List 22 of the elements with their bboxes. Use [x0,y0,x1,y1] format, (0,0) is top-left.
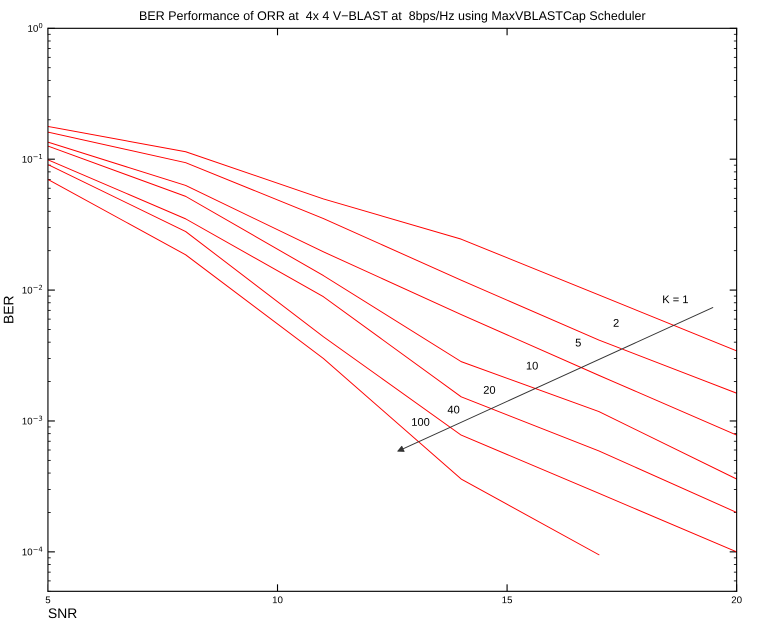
annotation: K = 1 [663,295,688,304]
y-tick-label: 10$^{−4}$ [22,546,42,556]
annotation: 2 [614,318,619,327]
annotation: 10 [526,362,538,370]
y-tick-label: 10$^{−1}$ [22,154,42,163]
y-tick-label: 10$^{−2}$ [22,284,42,294]
line-series [48,178,600,556]
chart-title: BER Performance of ORR at 4x 4 V−BLAST at 8bps/Hz using MaxVBLASTCap Scheduler [140,10,646,23]
y-tick-label: 10$^{−3}$ [22,416,42,425]
line-series [48,132,737,394]
x-tick-label: 15 [502,596,512,604]
annotation: 100 [412,418,430,426]
y-tick-label: 10$^{0}$ [28,22,42,32]
x-tick-label: 20 [732,596,742,604]
annotation: 40 [448,406,460,414]
line-series [48,126,737,352]
y-axis-title: BER [4,296,14,323]
annotation: 20 [484,386,496,394]
annotation: 5 [576,338,581,347]
x-axis-title: SNR [48,608,77,618]
x-tick-label: 5 [46,596,50,604]
x-tick-label: 10 [272,596,283,604]
